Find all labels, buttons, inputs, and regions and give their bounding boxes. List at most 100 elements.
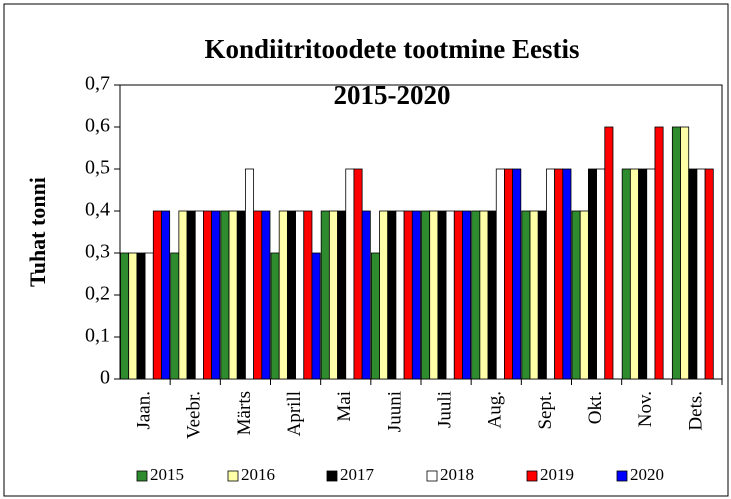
bar xyxy=(537,210,547,380)
bar xyxy=(546,168,556,380)
bar xyxy=(629,168,639,380)
bar xyxy=(286,210,296,380)
legend-label: 2020 xyxy=(630,465,664,484)
bar xyxy=(144,252,154,380)
bar xyxy=(479,210,489,380)
bar xyxy=(487,210,497,380)
bar xyxy=(495,168,505,380)
bar xyxy=(529,210,539,380)
bar xyxy=(395,210,405,380)
y-tick-label: 0,1 xyxy=(85,325,110,347)
bar xyxy=(453,210,463,380)
bar xyxy=(704,168,714,380)
y-tick-label: 0,7 xyxy=(85,73,110,95)
x-tick-label: Aug. xyxy=(485,391,506,428)
bar xyxy=(128,252,138,380)
x-tick-label: Mai xyxy=(334,391,355,422)
bar xyxy=(403,210,413,380)
bar xyxy=(596,168,606,380)
bar xyxy=(671,126,681,380)
bar xyxy=(638,168,648,380)
legend-swatch xyxy=(616,470,628,482)
chart-title: Kondiitritoodete tootmine Eestis xyxy=(205,34,580,64)
x-tick-label: Juuni xyxy=(384,391,405,432)
bar xyxy=(278,210,288,380)
bar xyxy=(512,168,522,380)
bar xyxy=(220,210,230,380)
bar xyxy=(579,210,589,380)
bar xyxy=(411,210,421,380)
legend-label: 2015 xyxy=(150,465,184,484)
bar xyxy=(646,168,656,380)
bar xyxy=(120,252,130,380)
bar xyxy=(370,252,380,380)
bar xyxy=(295,210,305,380)
bar xyxy=(211,210,221,380)
legend-label: 2018 xyxy=(440,465,474,484)
bar xyxy=(680,126,690,380)
bar xyxy=(429,210,439,380)
bar xyxy=(345,168,355,380)
bar xyxy=(261,210,271,380)
bar xyxy=(320,210,330,380)
bar xyxy=(445,210,455,380)
x-tick-label: Aprill xyxy=(284,391,305,436)
bar xyxy=(152,210,162,380)
bar xyxy=(253,210,263,380)
bar xyxy=(337,210,347,380)
bar xyxy=(228,210,238,380)
bar xyxy=(311,252,321,380)
x-tick-label: Jaan. xyxy=(133,391,154,430)
bar xyxy=(236,210,246,380)
y-tick-label: 0,6 xyxy=(85,115,110,137)
chart-frame xyxy=(3,3,729,497)
y-tick-label: 0,3 xyxy=(85,241,110,263)
bar xyxy=(696,168,706,380)
bar xyxy=(562,168,572,380)
bar xyxy=(621,168,631,380)
legend-swatch xyxy=(227,470,239,482)
legend-swatch xyxy=(526,470,538,482)
legend-label: 2019 xyxy=(540,465,574,484)
legend-swatch xyxy=(326,470,338,482)
bar xyxy=(571,210,581,380)
x-tick-label: Dets. xyxy=(685,391,706,431)
x-tick-label: Märts xyxy=(234,391,255,435)
legend-swatch xyxy=(136,470,148,482)
bar xyxy=(328,210,338,380)
bar xyxy=(186,210,196,380)
bar xyxy=(136,252,146,380)
bar xyxy=(421,210,431,380)
bar xyxy=(170,252,180,380)
x-tick-label: Okt. xyxy=(585,391,606,424)
y-axis-label: Tuhat tonni xyxy=(25,177,50,287)
bar xyxy=(462,210,472,380)
bar xyxy=(688,168,698,380)
bar xyxy=(379,210,389,380)
bar xyxy=(303,210,313,380)
x-tick-label: Veebr. xyxy=(184,391,205,439)
bar xyxy=(521,210,531,380)
bar xyxy=(387,210,397,380)
bar xyxy=(471,210,481,380)
bar xyxy=(604,126,614,380)
bar xyxy=(194,210,204,380)
legend-label: 2017 xyxy=(340,465,375,484)
legend-label: 2016 xyxy=(241,465,275,484)
x-tick-label: Juuli xyxy=(434,391,455,428)
x-tick-label: Nov. xyxy=(635,391,656,427)
y-tick-label: 0,5 xyxy=(85,157,110,179)
y-tick-label: 0,4 xyxy=(85,199,110,221)
bar xyxy=(270,252,280,380)
x-tick-label: Sept. xyxy=(535,391,556,430)
bar xyxy=(203,210,213,380)
y-tick-label: 0 xyxy=(100,367,110,389)
bar xyxy=(245,168,255,380)
y-tick-label: 0,2 xyxy=(85,283,110,305)
bar xyxy=(554,168,564,380)
bar xyxy=(361,210,371,380)
legend-swatch xyxy=(426,470,438,482)
bar xyxy=(161,210,171,380)
bar xyxy=(437,210,447,380)
